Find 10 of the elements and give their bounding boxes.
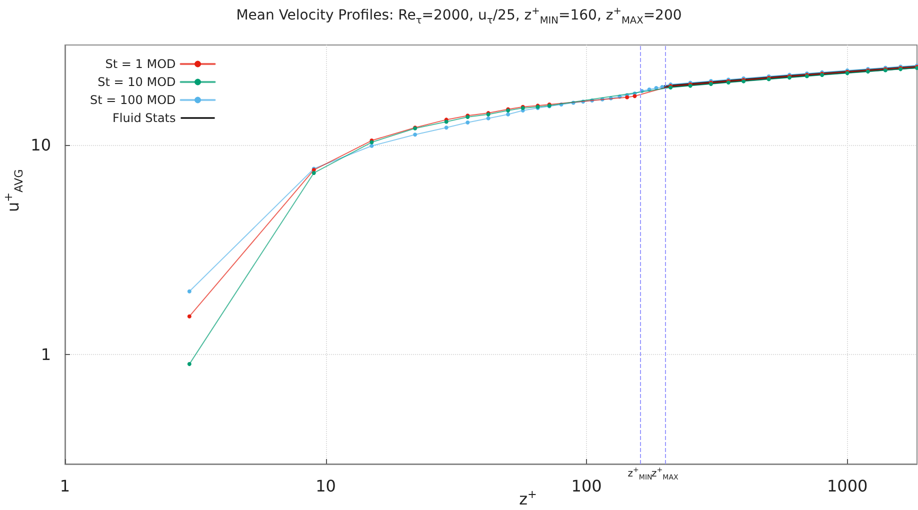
x-axis-title: z$^{+}$ [519,488,537,508]
legend-label: St = 100 MOD [90,93,176,107]
legend-label: St = 1 MOD [105,57,176,71]
x-tick-label: 1000 [826,476,868,496]
x-tick-label: 10 [316,476,336,496]
x-tick-label: 100 [571,476,602,496]
chart-title: Mean Velocity Profiles: Re$_{τ}$=2000, u$_{τ}$/25, z$^{+}$$_{MIN}$=160, z$^{+}$$_{MAX}$=200 [236,6,682,26]
legend-label: Fluid Stats [112,111,176,125]
legend-label: St = 10 MOD [98,75,176,89]
x-tick-label: 1 [60,476,70,496]
